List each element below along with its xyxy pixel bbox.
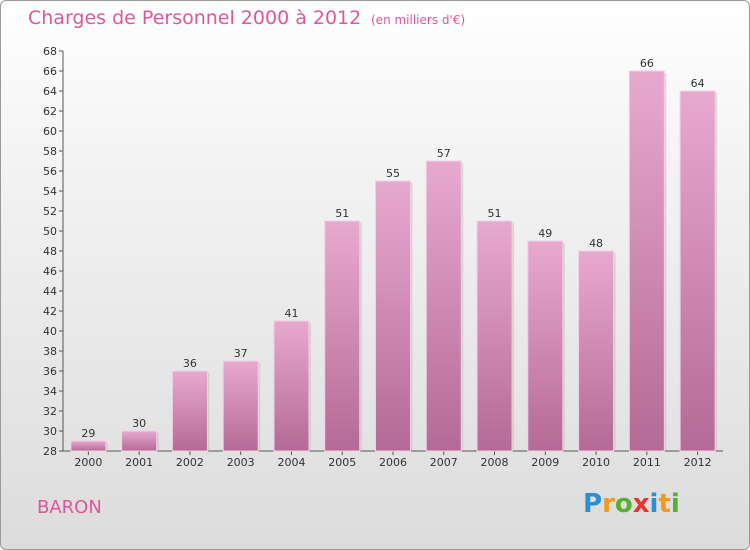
x-tick-label: 2004 <box>277 456 305 469</box>
y-tick-label: 28 <box>43 445 57 458</box>
bar <box>527 240 564 452</box>
bar <box>375 180 411 452</box>
y-tick-label: 36 <box>43 365 57 378</box>
commune-name: BARON <box>37 497 102 518</box>
data-label: 57 <box>437 147 451 160</box>
data-label: 64 <box>691 77 705 90</box>
y-tick-label: 66 <box>43 65 57 78</box>
x-tick-label: 2007 <box>430 456 458 469</box>
data-label: 36 <box>183 357 197 370</box>
data-label: 30 <box>132 417 146 430</box>
bars <box>70 70 718 452</box>
x-tick-label: 2010 <box>582 456 610 469</box>
bar <box>70 440 107 452</box>
y-tick-label: 32 <box>43 405 57 418</box>
bar <box>121 430 158 452</box>
x-tick-label: 2000 <box>74 456 102 469</box>
y-tick-label: 34 <box>43 385 57 398</box>
bar <box>273 320 310 452</box>
logo-letter: x <box>632 489 650 519</box>
data-label: 55 <box>386 167 400 180</box>
proxiti-logo: Proxiti <box>583 489 680 519</box>
bar <box>171 370 208 452</box>
bar <box>679 90 716 452</box>
x-tick-label: 2012 <box>684 456 712 469</box>
logo-letter: i <box>649 489 659 519</box>
y-tick-label: 62 <box>43 105 57 118</box>
y-tick-label: 44 <box>43 285 57 298</box>
x-tick-label: 2005 <box>328 456 356 469</box>
x-tick-label: 2011 <box>633 456 661 469</box>
x-tick-label: 2001 <box>125 456 153 469</box>
y-tick-label: 58 <box>43 145 57 158</box>
bar <box>222 360 259 452</box>
data-label: 29 <box>81 427 95 440</box>
data-label: 37 <box>234 347 248 360</box>
chart-subtitle: (en milliers d'€) <box>371 13 466 27</box>
data-label: 49 <box>538 227 552 240</box>
logo-letter: t <box>658 489 671 519</box>
logo-letter: o <box>614 489 633 519</box>
y-tick-label: 52 <box>43 205 57 218</box>
bar <box>578 250 615 452</box>
data-labels: 29 30 36 37 41 51 55 57 51 49 48 66 64 <box>81 57 704 440</box>
y-tick-label: 54 <box>43 185 57 198</box>
y-tick-label: 46 <box>43 265 57 278</box>
y-tick-label: 48 <box>43 245 57 258</box>
bar <box>628 70 665 452</box>
x-tick-label: 2002 <box>176 456 204 469</box>
y-tick-label: 60 <box>43 125 57 138</box>
y-tick-label: 38 <box>43 345 57 358</box>
data-label: 66 <box>640 57 654 70</box>
logo-letter: i <box>670 489 680 519</box>
data-label: 51 <box>335 207 349 220</box>
bar <box>476 220 513 452</box>
bar <box>425 160 462 452</box>
logo-letter: r <box>602 489 615 519</box>
y-tick-label: 64 <box>43 85 57 98</box>
y-tick-label: 30 <box>43 425 57 438</box>
x-tick-label: 2006 <box>379 456 407 469</box>
data-label: 48 <box>589 237 603 250</box>
y-tick-label: 40 <box>43 325 57 338</box>
y-tick-label: 68 <box>43 45 57 58</box>
x-tick-label: 2003 <box>227 456 255 469</box>
chart-title: Charges de Personnel 2000 à 2012 <box>28 7 362 29</box>
x-tick-label: 2008 <box>481 456 509 469</box>
bar <box>324 220 361 452</box>
y-tick-label: 50 <box>43 225 57 238</box>
y-tick-label: 56 <box>43 165 57 178</box>
logo-letter: P <box>583 489 603 519</box>
data-label: 51 <box>488 207 502 220</box>
data-label: 41 <box>284 307 298 320</box>
x-tick-label: 2009 <box>531 456 559 469</box>
y-tick-label: 42 <box>43 305 57 318</box>
